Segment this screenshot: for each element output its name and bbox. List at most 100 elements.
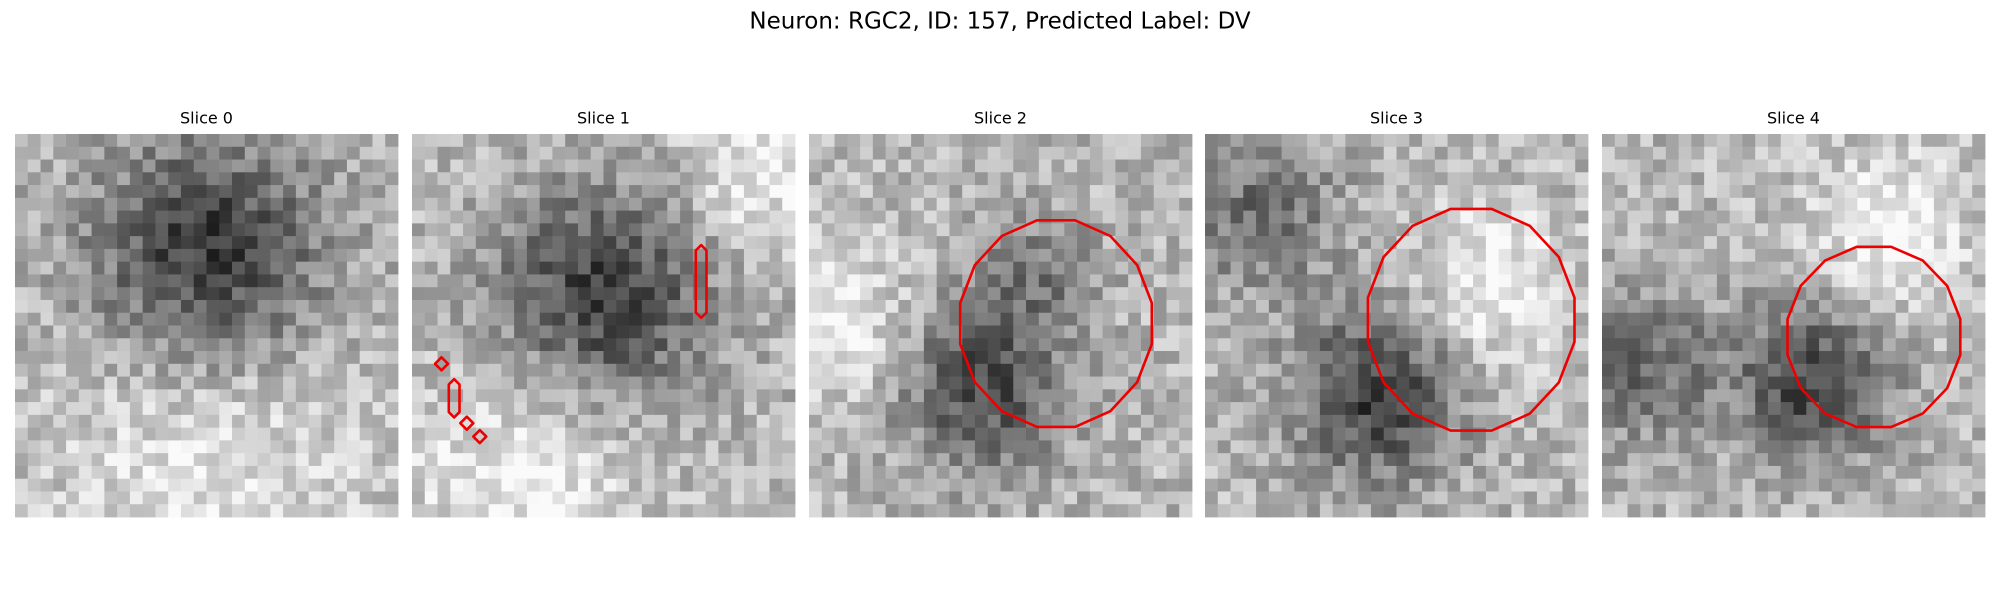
pixel <box>680 478 694 492</box>
pixel <box>1179 299 1193 314</box>
pixel <box>680 274 694 288</box>
pixel <box>974 223 989 237</box>
pixel <box>974 185 989 199</box>
pixel <box>1844 338 1858 352</box>
pixel <box>1115 146 1129 160</box>
pixel <box>15 172 29 186</box>
pixel <box>1383 338 1397 352</box>
pixel <box>117 478 131 492</box>
pixel <box>1755 159 1769 173</box>
pixel <box>847 465 861 480</box>
pixel <box>475 376 489 390</box>
pixel <box>334 338 348 352</box>
pixel <box>346 287 361 301</box>
pixel <box>78 274 92 288</box>
pixel <box>1217 236 1231 250</box>
pixel <box>590 376 604 390</box>
pixel <box>1870 453 1884 467</box>
pixel <box>142 440 156 454</box>
pixel <box>321 478 335 492</box>
pixel <box>1780 440 1794 454</box>
contour <box>433 355 450 372</box>
pixel <box>1575 440 1589 454</box>
pixel <box>1498 159 1512 173</box>
pixel <box>1205 185 1219 199</box>
pixel <box>654 363 668 377</box>
pixel <box>1281 248 1295 263</box>
pixel <box>1614 325 1628 339</box>
pixel <box>1026 465 1040 480</box>
pixel <box>244 185 258 199</box>
pixel <box>1562 134 1576 148</box>
pixel <box>872 299 886 314</box>
pixel <box>1243 172 1257 186</box>
pixel <box>1409 389 1423 403</box>
pixel <box>129 159 144 173</box>
pixel <box>1857 440 1871 454</box>
pixel <box>1256 427 1270 441</box>
pixel <box>821 312 835 326</box>
pixel <box>1742 427 1756 441</box>
pixel <box>1089 312 1104 326</box>
pixel <box>1870 197 1884 211</box>
pixel <box>168 261 182 275</box>
pixel <box>718 159 732 173</box>
pixel <box>1434 338 1448 352</box>
pixel <box>232 134 246 148</box>
pixel <box>1602 376 1616 390</box>
pixel <box>809 414 823 429</box>
pixel <box>1767 427 1782 441</box>
pixel <box>346 338 361 352</box>
pixel <box>117 363 131 377</box>
pixel <box>1831 465 1845 480</box>
pixel <box>334 287 348 301</box>
pixel <box>1434 274 1448 288</box>
pixel <box>1230 248 1244 263</box>
pixel <box>1704 376 1718 390</box>
pixel <box>1409 299 1423 314</box>
pixel <box>372 491 386 505</box>
pixel <box>616 312 630 326</box>
pixel <box>539 312 553 326</box>
pixel <box>1870 402 1884 416</box>
pixel <box>1447 172 1461 186</box>
pixel <box>1524 478 1538 492</box>
pixel <box>1844 402 1858 416</box>
pixel <box>385 363 399 377</box>
pixel <box>680 261 694 275</box>
pixel <box>616 504 630 518</box>
pixel <box>629 427 643 441</box>
pixel <box>1806 465 1820 480</box>
pixel <box>1549 402 1563 416</box>
pixel <box>1205 478 1219 492</box>
pixel <box>1691 478 1705 492</box>
pixel <box>539 299 553 314</box>
pixel <box>1268 146 1282 160</box>
pixel <box>1972 453 1986 467</box>
pixel <box>1831 312 1845 326</box>
pixel <box>385 299 399 314</box>
pixel <box>1536 210 1551 224</box>
pixel <box>53 376 67 390</box>
pixel <box>1447 389 1461 403</box>
pixel <box>577 414 592 429</box>
pixel <box>872 427 886 441</box>
pixel <box>1038 210 1052 224</box>
pixel <box>514 197 528 211</box>
pixel <box>155 172 169 186</box>
pixel <box>603 478 617 492</box>
pixel <box>1358 312 1372 326</box>
pixel <box>270 440 284 454</box>
pixel <box>372 478 386 492</box>
pixel <box>1460 312 1474 326</box>
pixel <box>1026 312 1040 326</box>
pixel <box>180 185 195 199</box>
pixel <box>206 491 220 505</box>
pixel <box>1933 287 1948 301</box>
pixel <box>1319 325 1334 339</box>
pixel <box>1153 465 1167 480</box>
pixel <box>923 223 938 237</box>
pixel <box>1460 504 1474 518</box>
pixel <box>1140 210 1155 224</box>
pixel <box>1767 414 1782 429</box>
